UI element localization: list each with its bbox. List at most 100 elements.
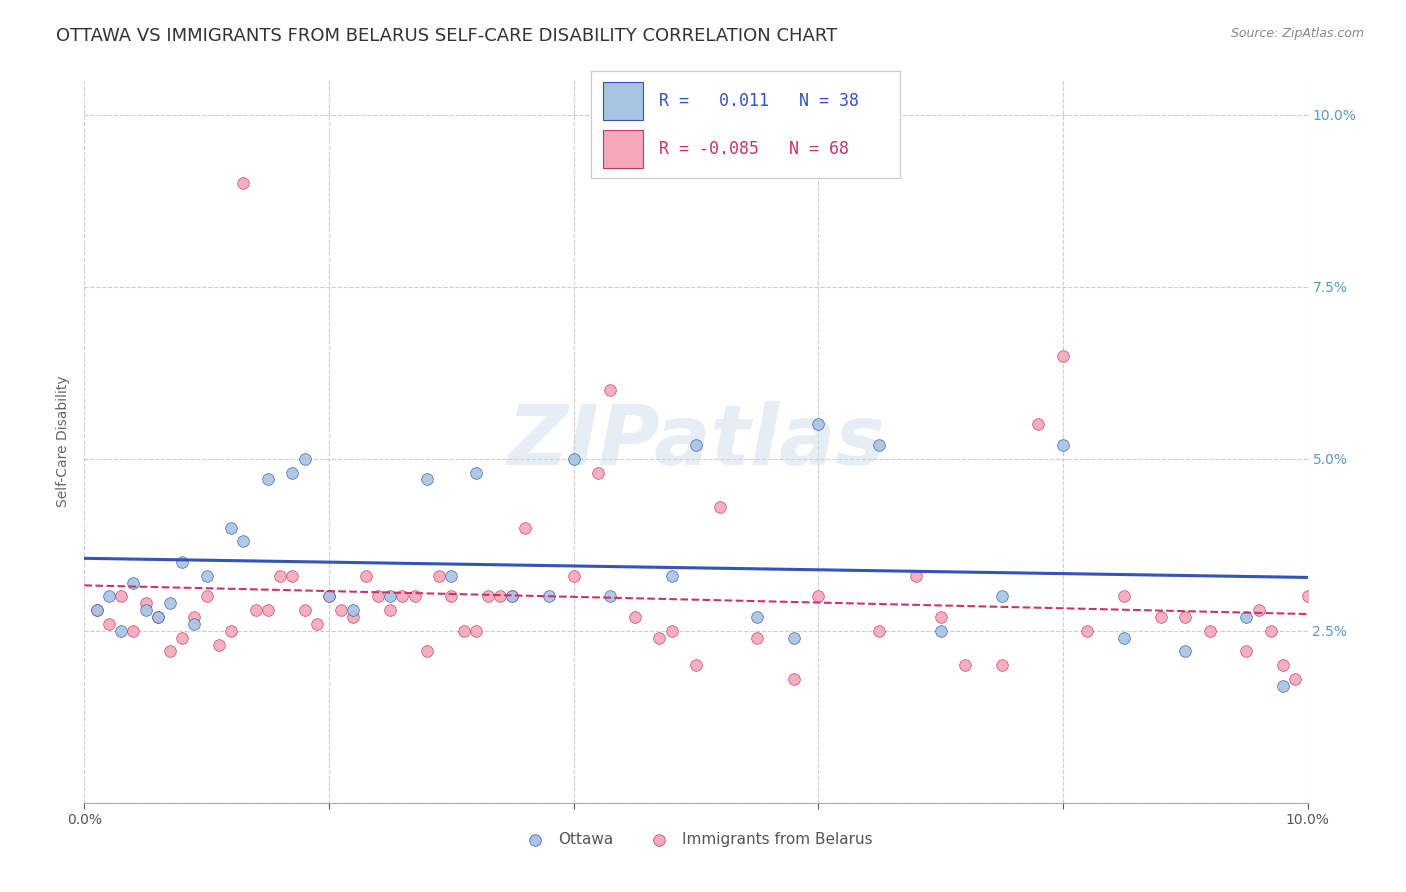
Point — [599, 383, 621, 397]
Point — [453, 624, 475, 638]
Point — [159, 596, 181, 610]
Point — [257, 472, 280, 486]
Bar — [603, 130, 643, 168]
Point — [183, 616, 205, 631]
Point — [380, 603, 402, 617]
Point — [1247, 603, 1270, 617]
Point — [146, 610, 169, 624]
Point — [1076, 624, 1098, 638]
Point — [232, 177, 254, 191]
Point — [1114, 631, 1136, 645]
Point — [513, 520, 536, 534]
Point — [1272, 679, 1295, 693]
Y-axis label: Self-Care Disability: Self-Care Disability — [56, 376, 70, 508]
Point — [477, 590, 499, 604]
Point — [367, 590, 389, 604]
Point — [502, 590, 524, 604]
Text: ZIPatlas: ZIPatlas — [508, 401, 884, 482]
Point — [208, 638, 231, 652]
Point — [342, 610, 364, 624]
Point — [1333, 672, 1355, 686]
Point — [807, 590, 830, 604]
Point — [869, 624, 891, 638]
Point — [97, 616, 120, 631]
Point — [294, 451, 316, 466]
Point — [929, 610, 952, 624]
Point — [1320, 624, 1343, 638]
Point — [245, 603, 267, 617]
Point — [1028, 417, 1050, 432]
Point — [624, 610, 647, 624]
Point — [135, 603, 157, 617]
Point — [464, 466, 486, 480]
Point — [661, 624, 683, 638]
Point — [1309, 644, 1331, 658]
Point — [953, 658, 976, 673]
Point — [195, 590, 218, 604]
Point — [1272, 658, 1295, 673]
Point — [1236, 610, 1258, 624]
Point — [172, 555, 194, 569]
Point — [318, 590, 340, 604]
Point — [318, 590, 340, 604]
Point — [807, 417, 830, 432]
Point — [991, 590, 1014, 604]
Text: Source: ZipAtlas.com: Source: ZipAtlas.com — [1230, 27, 1364, 40]
Point — [1150, 610, 1173, 624]
Point — [281, 568, 304, 582]
Point — [489, 590, 512, 604]
Point — [991, 658, 1014, 673]
Point — [404, 590, 426, 604]
Text: OTTAWA VS IMMIGRANTS FROM BELARUS SELF-CARE DISABILITY CORRELATION CHART: OTTAWA VS IMMIGRANTS FROM BELARUS SELF-C… — [56, 27, 838, 45]
Point — [330, 603, 353, 617]
Point — [380, 590, 402, 604]
Point — [586, 466, 609, 480]
Text: R =   0.011   N = 38: R = 0.011 N = 38 — [658, 92, 859, 110]
Point — [562, 568, 585, 582]
Point — [146, 610, 169, 624]
Point — [135, 596, 157, 610]
Point — [110, 590, 132, 604]
Point — [502, 590, 524, 604]
Point — [747, 610, 769, 624]
Point — [661, 568, 683, 582]
Point — [1236, 644, 1258, 658]
Point — [538, 590, 561, 604]
Point — [1052, 349, 1074, 363]
Point — [159, 644, 181, 658]
Point — [110, 624, 132, 638]
Point — [183, 610, 205, 624]
Point — [219, 624, 242, 638]
Point — [269, 568, 291, 582]
Point — [929, 624, 952, 638]
Point — [232, 534, 254, 549]
Point — [1174, 644, 1197, 658]
Point — [294, 603, 316, 617]
Point — [1284, 672, 1306, 686]
Point — [122, 624, 145, 638]
Point — [416, 472, 439, 486]
Point — [869, 438, 891, 452]
Point — [599, 590, 621, 604]
Point — [391, 590, 413, 604]
Point — [1260, 624, 1282, 638]
Point — [172, 631, 194, 645]
Point — [1114, 590, 1136, 604]
Legend: Ottawa, Immigrants from Belarus: Ottawa, Immigrants from Belarus — [513, 826, 879, 853]
Point — [427, 568, 450, 582]
Point — [747, 631, 769, 645]
Point — [685, 438, 707, 452]
Point — [354, 568, 377, 582]
Point — [97, 590, 120, 604]
Point — [440, 590, 463, 604]
Point — [1198, 624, 1220, 638]
Point — [195, 568, 218, 582]
Point — [122, 575, 145, 590]
Point — [305, 616, 328, 631]
Point — [562, 451, 585, 466]
Point — [783, 672, 806, 686]
Point — [709, 500, 731, 514]
Point — [783, 631, 806, 645]
Point — [1296, 590, 1319, 604]
Point — [281, 466, 304, 480]
